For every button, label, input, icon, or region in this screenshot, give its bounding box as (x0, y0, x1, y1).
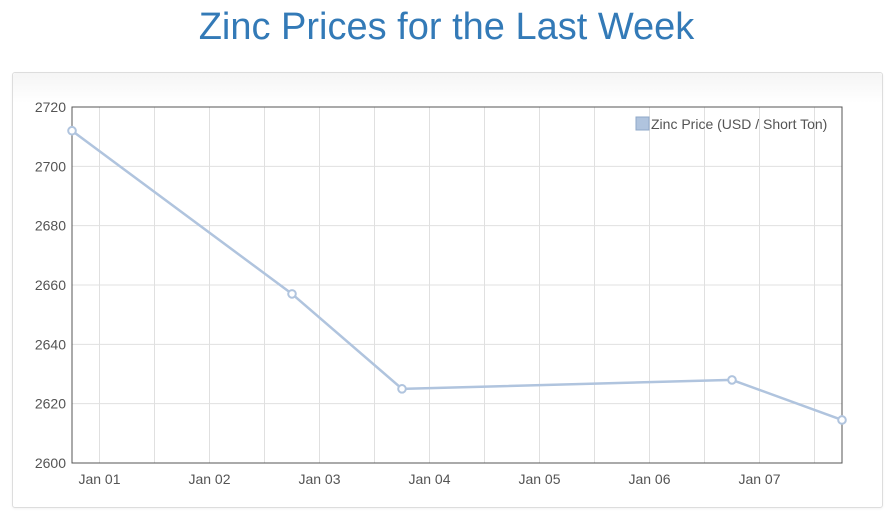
data-point (397, 384, 407, 394)
series-line (71, 129, 843, 422)
data-point (287, 289, 297, 299)
chart-panel-header (13, 73, 882, 103)
x-tick-label: Jan 04 (408, 471, 450, 487)
data-point (837, 415, 847, 425)
x-tick-label: Jan 01 (78, 471, 120, 487)
x-tick-label: Jan 06 (628, 471, 670, 487)
legend: Zinc Price (USD / Short Ton) (635, 116, 827, 132)
y-tick-label: 2660 (35, 277, 66, 293)
x-tick-label: Jan 05 (518, 471, 560, 487)
legend-swatch (635, 116, 650, 131)
x-tick-label: Jan 07 (738, 471, 780, 487)
grid-layer (72, 106, 842, 464)
y-tick-label: 2680 (35, 218, 66, 234)
series-layer (67, 125, 847, 425)
y-tick-label: 2600 (35, 455, 66, 471)
x-tick-label: Jan 03 (298, 471, 340, 487)
data-point (67, 125, 77, 136)
y-tick-label: 2720 (35, 99, 66, 115)
plot-frame (71, 106, 843, 464)
x-axis-ticks: Jan 01 Jan 02 Jan 03 Jan 04 Jan 05 Jan 06 Jan … (78, 471, 780, 487)
legend-label: Zinc Price (USD / Short Ton) (651, 116, 827, 132)
x-tick-label: Jan 02 (188, 471, 230, 487)
y-tick-label: 2620 (35, 396, 66, 412)
y-tick-label: 2640 (35, 336, 66, 352)
page-title: Zinc Prices for the Last Week (198, 6, 695, 48)
chart-panel: 2600 2620 2640 2660 2680 2700 2720 Jan 01 Jan 0… (12, 72, 883, 508)
data-point (727, 375, 737, 385)
y-axis-ticks: 2600 2620 2640 2660 2680 2700 2720 (35, 99, 66, 471)
y-tick-label: 2700 (35, 158, 66, 174)
